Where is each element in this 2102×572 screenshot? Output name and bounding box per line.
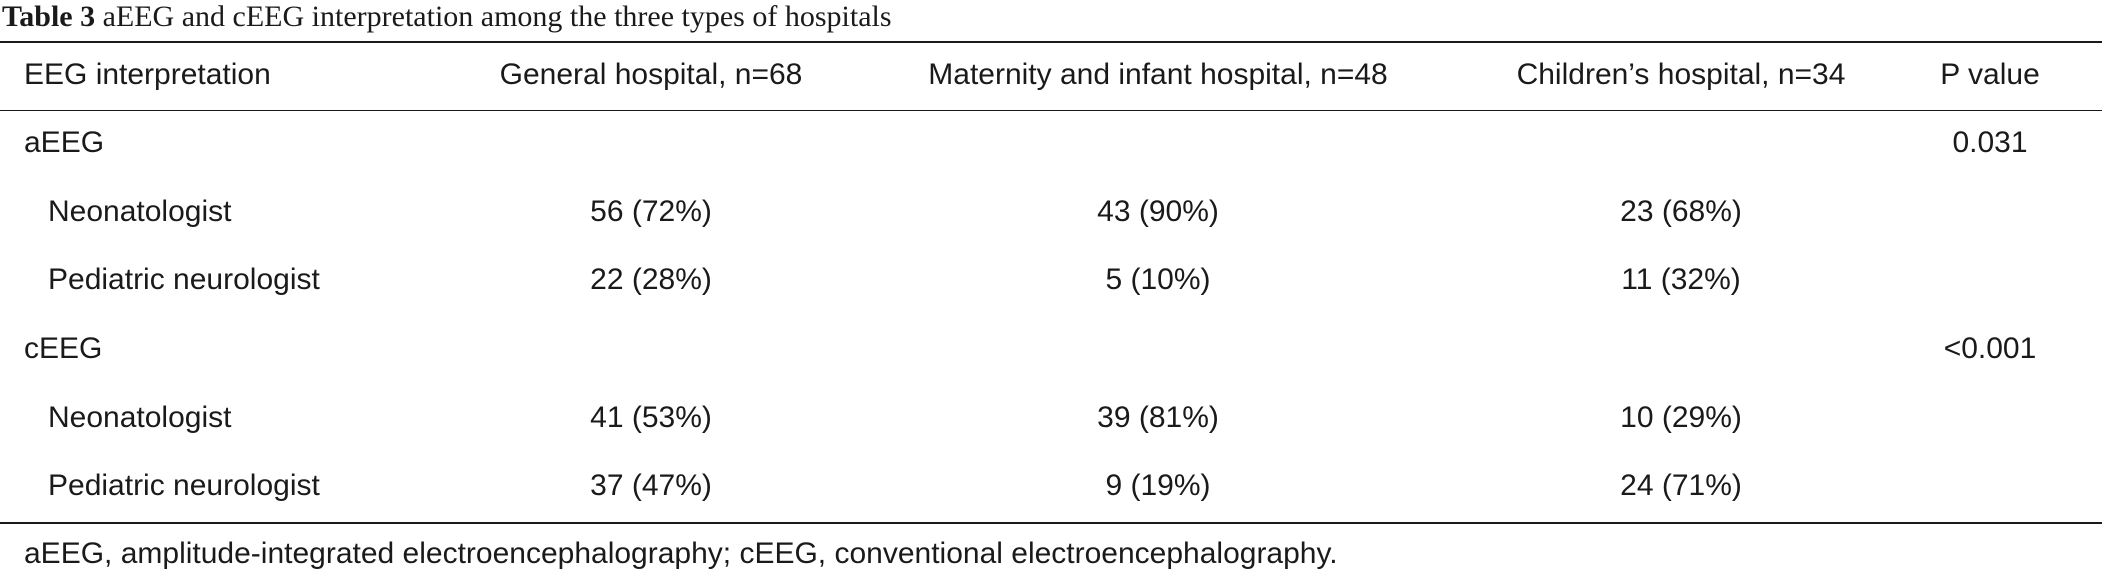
table-footnote: aEEG, amplitude-integrated electroenceph… bbox=[24, 537, 1338, 570]
header-eeg-interpretation: EEG interpretation bbox=[24, 58, 271, 91]
cell-ceeg-pediatric-maternity: 9 (19%) bbox=[1105, 469, 1211, 502]
header-childrens-hospital: Children’s hospital, n=34 bbox=[1516, 58, 1846, 91]
cell-ceeg-neonatologist-general: 41 (53%) bbox=[590, 401, 712, 434]
row-p-ceeg: <0.001 bbox=[1943, 332, 2037, 365]
table-bottom-rule bbox=[0, 522, 2102, 524]
row-label-ceeg-neonatologist: Neonatologist bbox=[48, 401, 232, 434]
row-label-aeeg-pediatric-neurologist: Pediatric neurologist bbox=[48, 263, 320, 296]
row-label-aeeg: aEEG bbox=[24, 126, 105, 159]
header-general-hospital: General hospital, n=68 bbox=[499, 58, 803, 91]
cell-aeeg-pediatric-general: 22 (28%) bbox=[590, 263, 712, 296]
table-top-rule bbox=[0, 41, 2102, 43]
cell-aeeg-neonatologist-maternity: 43 (90%) bbox=[1097, 195, 1219, 228]
cell-aeeg-pediatric-maternity: 5 (10%) bbox=[1105, 263, 1211, 296]
row-label-aeeg-neonatologist: Neonatologist bbox=[48, 195, 232, 228]
cell-ceeg-pediatric-childrens: 24 (71%) bbox=[1620, 469, 1742, 502]
cell-aeeg-pediatric-childrens: 11 (32%) bbox=[1621, 263, 1741, 296]
row-label-ceeg-pediatric-neurologist: Pediatric neurologist bbox=[48, 469, 320, 502]
cell-aeeg-neonatologist-childrens: 23 (68%) bbox=[1620, 195, 1742, 228]
row-label-ceeg: cEEG bbox=[24, 332, 103, 365]
cell-ceeg-pediatric-general: 37 (47%) bbox=[590, 469, 712, 502]
caption-label: Table 3 bbox=[2, 0, 96, 33]
caption-text: aEEG and cEEG interpretation among the t… bbox=[102, 0, 892, 33]
cell-ceeg-neonatologist-childrens: 10 (29%) bbox=[1620, 401, 1742, 434]
table-caption: Table 3 aEEG and cEEG interpretation amo… bbox=[2, 0, 892, 34]
header-p-value: P value bbox=[1940, 58, 2040, 91]
row-p-aeeg: 0.031 bbox=[1952, 126, 2028, 159]
header-rule bbox=[0, 110, 2102, 111]
header-maternity-hospital: Maternity and infant hospital, n=48 bbox=[928, 58, 1388, 91]
cell-aeeg-neonatologist-general: 56 (72%) bbox=[590, 195, 712, 228]
cell-ceeg-neonatologist-maternity: 39 (81%) bbox=[1097, 401, 1219, 434]
